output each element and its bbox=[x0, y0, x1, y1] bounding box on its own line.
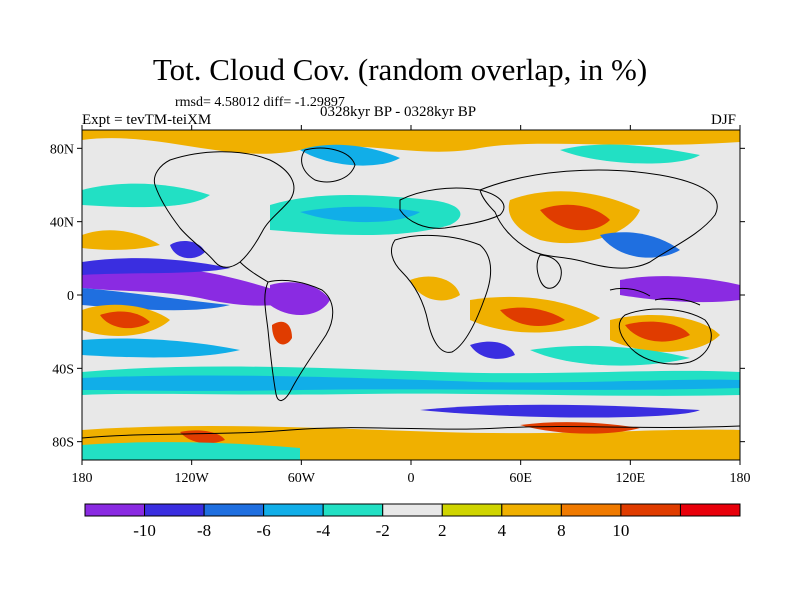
arctic-orange-band bbox=[82, 130, 740, 154]
arctic-blue-patch-2 bbox=[560, 144, 700, 164]
colorbar-swatch bbox=[679, 503, 741, 517]
lon-tick-label: 120E bbox=[616, 471, 646, 486]
lat-tick-label: 80N bbox=[50, 142, 74, 157]
antarctic-red-spots bbox=[180, 422, 640, 444]
asia-red-zone bbox=[540, 204, 610, 231]
central-america-coast bbox=[239, 261, 269, 283]
india-coast bbox=[536, 254, 562, 289]
colorbar-swatch bbox=[620, 503, 681, 517]
colorbar-label: 8 bbox=[557, 521, 566, 540]
colorbar-label: 4 bbox=[498, 521, 507, 540]
north-pacific-orange-band bbox=[82, 230, 160, 250]
north-america-coast bbox=[153, 151, 295, 268]
season-label: DJF bbox=[711, 112, 737, 128]
asia-blue-zone bbox=[600, 232, 680, 258]
lon-tick-label: 60W bbox=[288, 471, 316, 486]
colorbar-label: -2 bbox=[376, 521, 390, 540]
antarctic-cyan-band bbox=[82, 442, 300, 460]
north-pacific-cyan-band bbox=[82, 183, 210, 208]
period-label: 0328kyr BP - 0328kyr BP bbox=[320, 104, 477, 120]
colorbar-label: 10 bbox=[612, 521, 629, 540]
indonesia-islands bbox=[609, 287, 701, 306]
north-pacific-blue-spot bbox=[170, 240, 205, 259]
south-america-coast bbox=[264, 279, 334, 401]
australia-red bbox=[625, 321, 690, 342]
stats-text: rmsd= 4.58012 diff= -1.29897 bbox=[175, 95, 345, 110]
south-pacific-red bbox=[100, 311, 150, 329]
greenland-coast bbox=[301, 147, 356, 183]
africa-orange bbox=[410, 276, 460, 301]
colorbar-swatch bbox=[84, 503, 146, 517]
colorbar-label: -10 bbox=[133, 521, 156, 540]
tropical-pacific-purple-band bbox=[82, 265, 300, 306]
north-atlantic-blue-band bbox=[300, 206, 420, 223]
colorbar-swatch bbox=[441, 503, 503, 517]
colorbar-swatch bbox=[144, 503, 205, 517]
colorbar-label: -8 bbox=[197, 521, 211, 540]
africa-coast bbox=[391, 234, 492, 353]
colorbar-label: -6 bbox=[257, 521, 271, 540]
southern-ocean-blue-band bbox=[82, 375, 740, 391]
south-atlantic-blue bbox=[470, 341, 515, 359]
colorbar-swatch bbox=[322, 503, 384, 517]
europe-coast bbox=[399, 187, 505, 229]
asia-coast bbox=[479, 169, 718, 269]
tropical-pacific-blue-band bbox=[82, 258, 230, 275]
lon-tick-label: 180 bbox=[72, 471, 93, 486]
cloud-cover-field bbox=[82, 130, 740, 460]
lat-tick-label: 40S bbox=[52, 362, 74, 377]
colorbar-swatch bbox=[382, 503, 443, 517]
latitude-axis: 80N 40N 0 40S 80S bbox=[50, 142, 745, 451]
colorbar-swatch bbox=[501, 503, 562, 517]
lat-tick-label: 80S bbox=[52, 436, 74, 451]
colorbar-swatch bbox=[560, 503, 622, 517]
lon-tick-label: 60E bbox=[509, 471, 532, 486]
colorbar-label: 2 bbox=[438, 521, 447, 540]
lon-tick-label: 180 bbox=[730, 471, 751, 486]
colorbar: -10 -8 -6 -4 -2 2 4 8 10 bbox=[84, 503, 741, 540]
experiment-label: Expt = tevTM-teiXM bbox=[82, 112, 212, 128]
lon-tick-label: 0 bbox=[408, 471, 415, 486]
colorbar-swatch bbox=[263, 503, 324, 517]
lat-tick-label: 0 bbox=[67, 289, 74, 304]
colorbar-swatch bbox=[203, 503, 265, 517]
lon-tick-label: 120W bbox=[175, 471, 210, 486]
longitude-axis: 180 120W 60W 0 60E 120E 180 bbox=[72, 125, 751, 486]
antarctica-coast bbox=[82, 425, 740, 439]
arctic-blue-patch bbox=[300, 144, 400, 166]
indian-ocean-red bbox=[500, 307, 565, 326]
colorbar-label: -4 bbox=[316, 521, 331, 540]
south-america-purple bbox=[270, 282, 330, 316]
lat-tick-label: 40N bbox=[50, 216, 74, 231]
australia-coast bbox=[618, 308, 712, 365]
south-indian-cyan bbox=[530, 345, 690, 366]
antarctic-purple-band bbox=[420, 404, 700, 418]
coastlines bbox=[82, 147, 740, 439]
tropical-pacific-blue-band-2 bbox=[82, 288, 230, 311]
south-america-red bbox=[272, 321, 292, 345]
map-title: Tot. Cloud Cov. (random overlap, in %) bbox=[152, 52, 648, 87]
south-pacific-blue bbox=[82, 338, 240, 358]
